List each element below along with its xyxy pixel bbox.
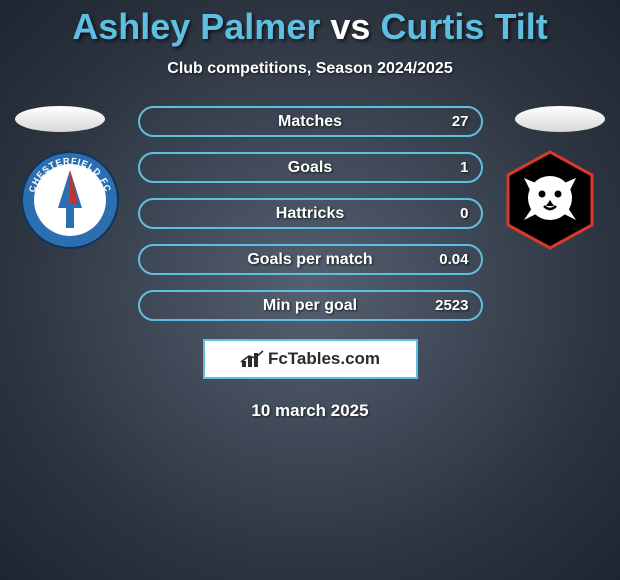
stat-label: Goals per match xyxy=(247,251,372,269)
stat-label: Matches xyxy=(278,113,342,131)
comparison-title: Ashley Palmer vs Curtis Tilt xyxy=(0,0,620,48)
brand-text: FcTables.com xyxy=(268,349,380,369)
chesterfield-crest-svg: CHESTERFIELD FC xyxy=(20,150,120,250)
stat-bar: Hattricks 0 xyxy=(138,198,483,229)
stat-bar: Matches 27 xyxy=(138,106,483,137)
stat-bar: Goals 1 xyxy=(138,152,483,183)
stat-label: Hattricks xyxy=(276,205,344,223)
chesterfield-crest: CHESTERFIELD FC xyxy=(20,150,120,250)
subtitle: Club competitions, Season 2024/2025 xyxy=(0,60,620,78)
salford-crest-svg xyxy=(500,150,600,250)
stat-value-right: 1 xyxy=(460,159,468,176)
bar-chart-icon xyxy=(240,349,266,369)
stat-value-right: 27 xyxy=(452,113,469,130)
stat-value-right: 0.04 xyxy=(439,251,468,268)
brand-box[interactable]: FcTables.com xyxy=(203,339,418,379)
content-area: CHESTERFIELD FC Matches 27 Goals 1 Hattricks… xyxy=(0,106,620,421)
stat-value-right: 0 xyxy=(460,205,468,222)
player2-name: Curtis Tilt xyxy=(380,6,547,47)
stat-bars: Matches 27 Goals 1 Hattricks 0 Goals per match… xyxy=(138,106,483,321)
stat-label: Goals xyxy=(288,159,332,177)
salford-crest xyxy=(500,150,600,250)
player1-name: Ashley Palmer xyxy=(72,6,320,47)
player1-oval xyxy=(15,106,105,132)
stat-bar: Min per goal 2523 xyxy=(138,290,483,321)
player2-oval xyxy=(515,106,605,132)
stat-label: Min per goal xyxy=(263,297,357,315)
stat-value-right: 2523 xyxy=(435,297,468,314)
date-label: 10 march 2025 xyxy=(0,401,620,421)
stat-bar: Goals per match 0.04 xyxy=(138,244,483,275)
vs-label: vs xyxy=(330,6,370,47)
